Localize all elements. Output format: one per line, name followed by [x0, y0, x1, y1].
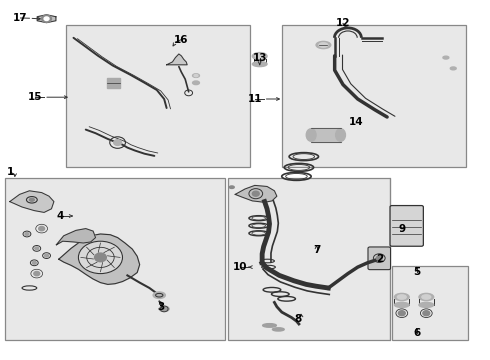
Circle shape	[95, 253, 106, 262]
Ellipse shape	[193, 81, 199, 85]
Circle shape	[42, 15, 51, 22]
Ellipse shape	[397, 295, 406, 299]
Ellipse shape	[29, 198, 34, 201]
Polygon shape	[167, 54, 187, 65]
Text: 5: 5	[413, 267, 420, 277]
Ellipse shape	[159, 306, 169, 312]
Text: 14: 14	[348, 117, 363, 127]
Text: 17: 17	[13, 13, 28, 23]
Circle shape	[114, 140, 122, 145]
Bar	[66, 25, 250, 167]
Text: 6: 6	[413, 328, 420, 338]
Polygon shape	[235, 185, 277, 202]
Text: 9: 9	[398, 224, 405, 234]
Text: 8: 8	[294, 314, 301, 324]
Ellipse shape	[394, 293, 409, 301]
Ellipse shape	[336, 129, 345, 141]
Text: 3: 3	[157, 302, 164, 312]
Bar	[392, 266, 468, 340]
Ellipse shape	[443, 56, 449, 59]
Polygon shape	[37, 15, 56, 23]
Text: 1: 1	[7, 167, 14, 177]
Text: 7: 7	[313, 245, 320, 255]
FancyBboxPatch shape	[390, 206, 423, 246]
Bar	[5, 178, 225, 340]
Text: 16: 16	[174, 35, 189, 45]
Text: 12: 12	[336, 18, 350, 28]
Ellipse shape	[419, 302, 434, 307]
Polygon shape	[59, 234, 140, 284]
Bar	[282, 25, 466, 167]
Circle shape	[39, 226, 45, 231]
Circle shape	[35, 247, 39, 250]
Ellipse shape	[450, 67, 456, 70]
Circle shape	[45, 254, 49, 257]
Circle shape	[44, 17, 49, 21]
Bar	[107, 78, 120, 88]
Circle shape	[423, 311, 430, 316]
Ellipse shape	[319, 43, 328, 47]
Text: 10: 10	[233, 262, 247, 272]
Text: 11: 11	[247, 94, 262, 104]
Circle shape	[25, 233, 29, 235]
Circle shape	[78, 241, 122, 274]
Ellipse shape	[153, 292, 166, 298]
Text: 4: 4	[56, 211, 64, 221]
Bar	[228, 178, 390, 340]
Ellipse shape	[422, 295, 431, 299]
Text: 2: 2	[377, 254, 384, 264]
Ellipse shape	[252, 53, 267, 60]
Circle shape	[376, 256, 382, 260]
Circle shape	[32, 261, 36, 264]
Ellipse shape	[272, 328, 284, 331]
Circle shape	[34, 271, 40, 276]
Ellipse shape	[419, 293, 434, 301]
Ellipse shape	[255, 54, 264, 58]
Ellipse shape	[306, 129, 316, 141]
Ellipse shape	[316, 41, 331, 49]
Ellipse shape	[194, 75, 198, 77]
Ellipse shape	[229, 186, 234, 189]
Ellipse shape	[252, 62, 267, 67]
Text: 15: 15	[28, 92, 43, 102]
Circle shape	[252, 191, 259, 196]
Circle shape	[398, 311, 405, 316]
Polygon shape	[56, 229, 96, 245]
Ellipse shape	[193, 74, 199, 77]
Ellipse shape	[263, 324, 276, 327]
Ellipse shape	[394, 302, 409, 307]
Bar	[311, 128, 341, 142]
Polygon shape	[10, 191, 54, 212]
Text: 13: 13	[252, 53, 267, 63]
FancyBboxPatch shape	[368, 247, 391, 270]
